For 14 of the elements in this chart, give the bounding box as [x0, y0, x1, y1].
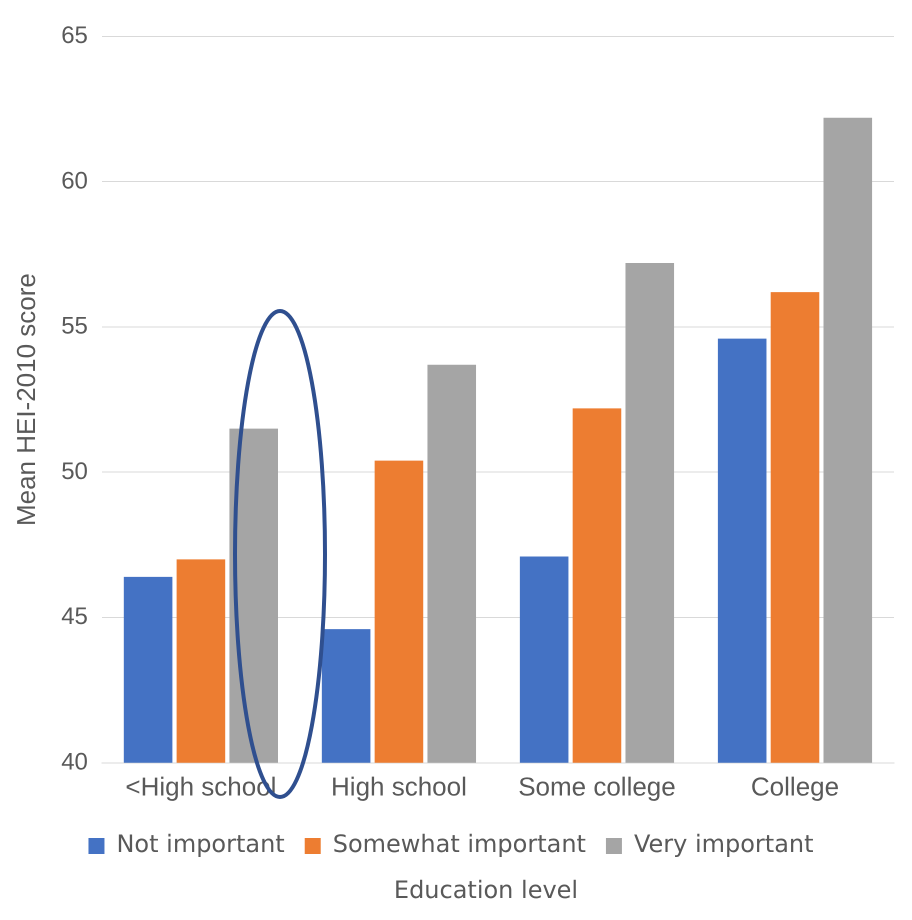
y-axis-title: Mean HEI-2010 score — [10, 273, 41, 526]
y-tick-label: 45 — [61, 603, 88, 630]
legend-label: Not important — [116, 830, 285, 858]
legend-label: Very important — [634, 830, 814, 858]
x-tick-label: College — [750, 772, 840, 802]
y-tick-label: 40 — [61, 748, 88, 776]
x-tick-label: Some college — [518, 772, 676, 802]
y-tick-label: 65 — [61, 22, 88, 50]
y-tick-label: 55 — [61, 312, 88, 340]
y-tick-label: 60 — [61, 167, 88, 194]
x-tick-label: High school — [331, 772, 467, 802]
y-tick-label: 50 — [61, 458, 88, 485]
legend-label: Somewhat important — [332, 830, 586, 858]
x-axis-title: Education level — [392, 876, 580, 904]
